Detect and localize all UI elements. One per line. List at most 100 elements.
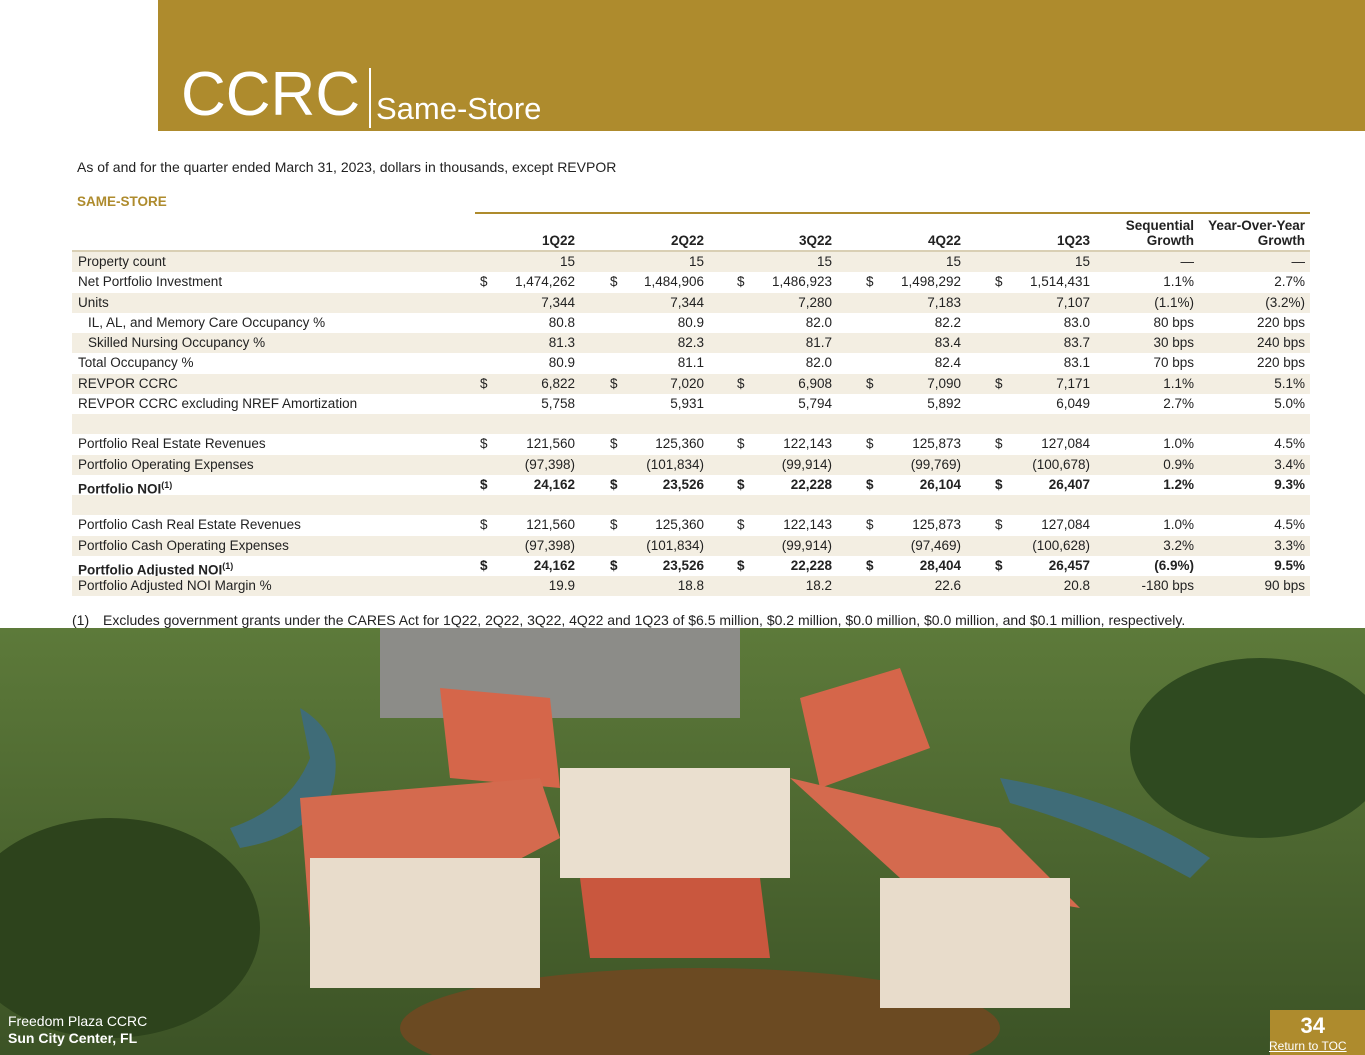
row-shade xyxy=(72,292,1310,313)
cell-value: 80.9 xyxy=(677,314,704,330)
cell-value: 70 bps xyxy=(1153,355,1194,371)
cell-value: 5,892 xyxy=(927,395,961,411)
cell-value: 81.7 xyxy=(805,335,832,350)
cell-value: 4.5% xyxy=(1274,436,1305,452)
photo-caption-name: Freedom Plaza CCRC xyxy=(8,1013,148,1029)
cell-value: 9.3% xyxy=(1274,476,1305,492)
cell-value: 15 xyxy=(945,254,961,269)
currency-symbol: $ xyxy=(995,375,1003,391)
cell-value: 19.9 xyxy=(548,578,575,593)
cell-value: 5,794 xyxy=(798,395,832,411)
cell-value: (99,769) xyxy=(910,456,961,472)
row-label: Property count xyxy=(78,254,166,269)
cell-value: 7,344 xyxy=(670,294,704,310)
row-label: IL, AL, and Memory Care Occupancy % xyxy=(88,314,326,330)
cell-value: 6,908 xyxy=(798,375,832,391)
cell-value: 125,873 xyxy=(912,517,961,533)
cell-value: 18.8 xyxy=(677,578,704,593)
cell-value: 220 bps xyxy=(1256,314,1305,330)
cell-value: 5,758 xyxy=(541,395,575,411)
currency-symbol: $ xyxy=(737,476,745,492)
cell-value: 26,104 xyxy=(919,476,961,492)
page-number-box xyxy=(1270,1010,1365,1055)
currency-symbol: $ xyxy=(480,436,488,452)
currency-symbol: $ xyxy=(866,517,874,533)
cell-value: 24,162 xyxy=(533,557,575,573)
column-header: Sequential Growth xyxy=(1125,218,1194,248)
currency-symbol: $ xyxy=(610,476,618,492)
cell-value: 23,526 xyxy=(662,557,704,573)
currency-symbol: $ xyxy=(480,476,488,492)
cell-value: 121,560 xyxy=(526,436,575,452)
currency-symbol: $ xyxy=(737,375,745,391)
row-shade xyxy=(72,252,1310,273)
cell-value: 1.2% xyxy=(1163,476,1194,492)
currency-symbol: $ xyxy=(866,557,874,573)
row-shade xyxy=(72,373,1310,394)
cell-value: 26,457 xyxy=(1048,557,1090,573)
cell-value: 3.3% xyxy=(1274,537,1305,553)
cell-value: 82.0 xyxy=(805,355,832,371)
cell-value: 83.1 xyxy=(1063,355,1090,371)
note-ref: (1) xyxy=(222,560,234,571)
header-bottom-rule xyxy=(72,250,1310,252)
row-shade xyxy=(72,535,1310,556)
cell-value: 7,020 xyxy=(670,375,704,391)
cell-value: 125,873 xyxy=(912,436,961,452)
cell-value: 22,228 xyxy=(790,476,832,492)
cell-value: -180 bps xyxy=(1141,578,1194,593)
cell-value: 18.2 xyxy=(805,578,832,593)
cell-value: 3.2% xyxy=(1163,537,1194,553)
currency-symbol: $ xyxy=(480,557,488,573)
cell-value: 83.4 xyxy=(934,335,961,350)
page-number: 34 xyxy=(1300,1013,1325,1038)
cell-value: 30 bps xyxy=(1153,335,1194,350)
column-header: 3Q22 xyxy=(798,233,832,248)
cell-value: 122,143 xyxy=(783,436,832,452)
cell-value: (1.1%) xyxy=(1154,294,1194,310)
row-label: Net Portfolio Investment xyxy=(78,274,223,290)
row-shade xyxy=(72,576,1310,597)
cell-value: 1.0% xyxy=(1163,517,1194,533)
cell-value: 1,514,431 xyxy=(1029,274,1090,290)
cell-value: 3.4% xyxy=(1274,456,1305,472)
cell-value: 1,484,906 xyxy=(643,274,704,290)
cell-value: 80.8 xyxy=(548,314,575,330)
row-label: Portfolio Real Estate Revenues xyxy=(78,436,266,452)
currency-symbol: $ xyxy=(866,476,874,492)
cell-value: 1.1% xyxy=(1163,375,1194,391)
cell-value: 9.5% xyxy=(1274,557,1305,573)
currency-symbol: $ xyxy=(995,476,1003,492)
cell-value: 82.4 xyxy=(934,355,961,371)
cell-value: (101,834) xyxy=(646,456,704,472)
row-label: Portfolio Cash Operating Expenses xyxy=(78,537,289,553)
return-to-toc[interactable]: Return to TOC xyxy=(1269,1039,1347,1053)
cell-value: 7,171 xyxy=(1056,375,1090,391)
currency-symbol: $ xyxy=(480,375,488,391)
cell-value: — xyxy=(1291,254,1306,269)
currency-symbol: $ xyxy=(995,274,1003,290)
title-divider xyxy=(369,68,371,128)
currency-symbol: $ xyxy=(737,274,745,290)
column-header: 4Q22 xyxy=(927,233,961,248)
currency-symbol: $ xyxy=(995,436,1003,452)
header-rule xyxy=(475,212,1310,214)
currency-symbol: $ xyxy=(480,517,488,533)
cell-value: 81.1 xyxy=(677,355,704,371)
cell-value: 15 xyxy=(559,254,575,269)
cell-value: 83.7 xyxy=(1063,335,1090,350)
cell-value: 28,404 xyxy=(919,557,961,573)
row-label: Portfolio Cash Real Estate Revenues xyxy=(78,517,301,533)
cell-value: 127,084 xyxy=(1041,517,1090,533)
cell-value: 7,107 xyxy=(1056,294,1090,310)
currency-symbol: $ xyxy=(995,557,1003,573)
currency-symbol: $ xyxy=(995,517,1003,533)
cell-value: 6,822 xyxy=(541,375,575,391)
currency-symbol: $ xyxy=(610,436,618,452)
cell-value: 5.0% xyxy=(1274,395,1305,411)
cell-value: (97,398) xyxy=(524,456,575,472)
page-subtitle: Same-Store xyxy=(376,91,542,126)
currency-symbol: $ xyxy=(866,274,874,290)
cell-value: (3.2%) xyxy=(1265,294,1305,310)
cell-value: 5.1% xyxy=(1274,375,1305,391)
